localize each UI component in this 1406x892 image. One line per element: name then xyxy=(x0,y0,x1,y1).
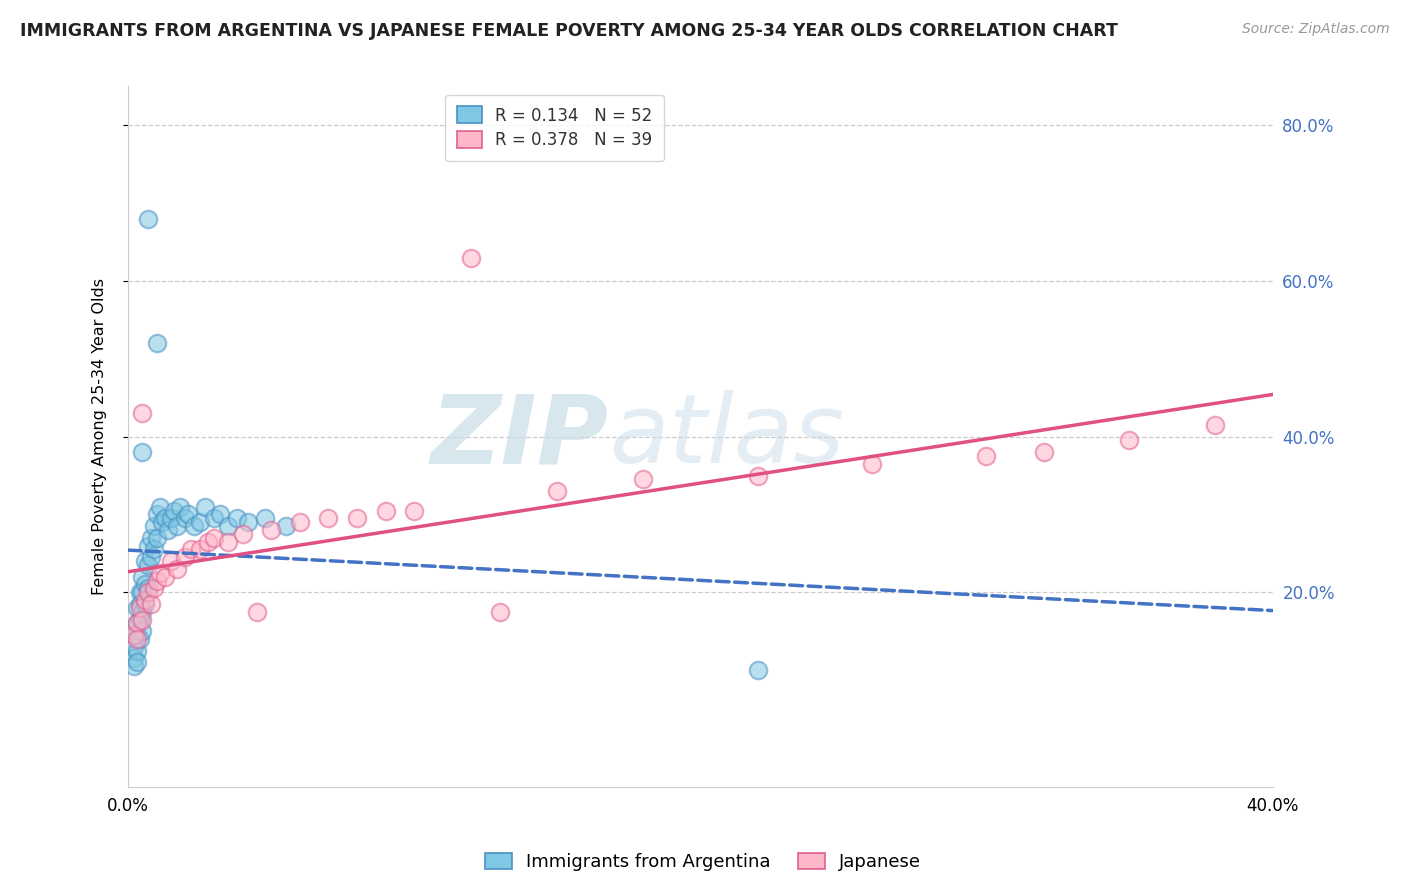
Point xyxy=(136,539,159,553)
Text: IMMIGRANTS FROM ARGENTINA VS JAPANESE FEMALE POVERTY AMONG 25-34 YEAR OLDS CORRE: IMMIGRANTS FROM ARGENTINA VS JAPANESE FE… xyxy=(20,22,1118,40)
Point xyxy=(404,503,426,517)
Point xyxy=(546,484,568,499)
Point xyxy=(976,449,998,463)
Point xyxy=(139,597,162,611)
Text: atlas: atlas xyxy=(609,390,844,483)
Point xyxy=(174,511,197,525)
Point xyxy=(146,574,169,588)
Point xyxy=(166,519,188,533)
Point xyxy=(131,406,153,420)
Legend: R = 0.134   N = 52, R = 0.378   N = 39: R = 0.134 N = 52, R = 0.378 N = 39 xyxy=(446,95,665,161)
Point xyxy=(160,554,183,568)
Point xyxy=(1032,445,1054,459)
Point xyxy=(146,508,169,522)
Point xyxy=(747,663,769,677)
Point xyxy=(122,628,145,642)
Point xyxy=(155,570,177,584)
Point xyxy=(346,511,368,525)
Point xyxy=(128,613,150,627)
Point xyxy=(142,582,165,596)
Point xyxy=(128,632,150,646)
Point xyxy=(125,655,148,669)
Point xyxy=(254,511,277,525)
Point xyxy=(142,542,165,557)
Y-axis label: Female Poverty Among 25-34 Year Olds: Female Poverty Among 25-34 Year Olds xyxy=(93,278,107,595)
Point xyxy=(125,628,148,642)
Point xyxy=(128,600,150,615)
Point xyxy=(747,468,769,483)
Point xyxy=(125,600,148,615)
Point xyxy=(128,585,150,599)
Point xyxy=(149,500,172,514)
Point xyxy=(152,515,174,529)
Text: Source: ZipAtlas.com: Source: ZipAtlas.com xyxy=(1241,22,1389,37)
Point xyxy=(146,531,169,545)
Point xyxy=(136,582,159,596)
Point xyxy=(136,585,159,599)
Point xyxy=(631,472,654,486)
Point xyxy=(134,577,156,591)
Point xyxy=(238,515,260,529)
Point xyxy=(131,605,153,619)
Point xyxy=(149,566,172,580)
Point xyxy=(188,542,211,557)
Point xyxy=(125,616,148,631)
Point xyxy=(180,542,202,557)
Point xyxy=(139,550,162,565)
Point xyxy=(169,500,191,514)
Point xyxy=(288,515,311,529)
Point xyxy=(460,251,482,265)
Point xyxy=(177,508,200,522)
Point xyxy=(128,597,150,611)
Point xyxy=(1118,434,1140,448)
Point xyxy=(131,585,153,599)
Point xyxy=(131,624,153,639)
Point xyxy=(260,523,283,537)
Point xyxy=(188,515,211,529)
Point xyxy=(318,511,340,525)
Point xyxy=(232,527,254,541)
Point xyxy=(208,508,231,522)
Point xyxy=(163,503,186,517)
Point xyxy=(860,457,883,471)
Point xyxy=(125,616,148,631)
Point xyxy=(274,519,297,533)
Point xyxy=(174,550,197,565)
Point xyxy=(217,534,239,549)
Point xyxy=(131,570,153,584)
Point xyxy=(246,605,269,619)
Point xyxy=(146,336,169,351)
Point xyxy=(1204,417,1226,432)
Point xyxy=(131,613,153,627)
Point xyxy=(134,593,156,607)
Point xyxy=(122,640,145,654)
Point xyxy=(202,531,225,545)
Point xyxy=(125,643,148,657)
Point xyxy=(125,632,148,646)
Point xyxy=(166,562,188,576)
Point xyxy=(157,523,180,537)
Point xyxy=(142,519,165,533)
Point xyxy=(122,651,145,665)
Point xyxy=(134,554,156,568)
Point xyxy=(134,597,156,611)
Point xyxy=(183,519,205,533)
Point xyxy=(155,511,177,525)
Point xyxy=(122,659,145,673)
Point xyxy=(131,445,153,459)
Text: ZIP: ZIP xyxy=(430,390,609,483)
Point xyxy=(194,500,217,514)
Point xyxy=(374,503,396,517)
Point xyxy=(197,534,219,549)
Point xyxy=(225,511,247,525)
Point xyxy=(202,511,225,525)
Point xyxy=(160,511,183,525)
Point xyxy=(136,558,159,572)
Point xyxy=(139,531,162,545)
Point xyxy=(136,211,159,226)
Point xyxy=(217,519,239,533)
Point xyxy=(489,605,512,619)
Legend: Immigrants from Argentina, Japanese: Immigrants from Argentina, Japanese xyxy=(478,846,928,879)
